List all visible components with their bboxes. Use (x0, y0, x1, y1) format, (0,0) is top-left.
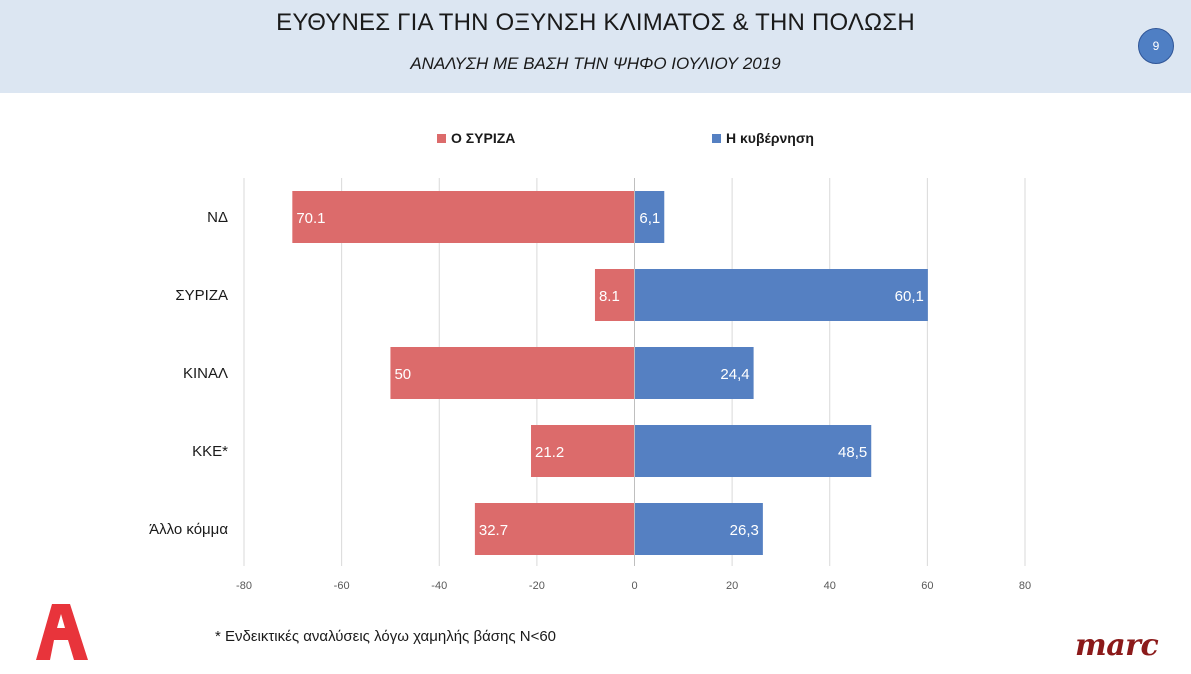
category-label: ΝΔ (207, 209, 228, 226)
x-tick-label: 60 (921, 580, 933, 592)
chart-legend: Ο ΣΥΡΙΖΑ Η κυβέρνηση (0, 130, 1191, 150)
legend-label-syriza: Ο ΣΥΡΙΖΑ (451, 130, 516, 146)
data-label: 60,1 (895, 288, 924, 305)
category-label: ΚΚΕ* (192, 443, 228, 460)
data-label: 26,3 (730, 522, 759, 539)
footnote: * Ενδεικτικές αναλύσεις λόγω χαμηλής βάσ… (215, 628, 557, 645)
category-label: ΣΥΡΙΖΑ (175, 287, 228, 304)
x-tick-label: -40 (431, 580, 447, 592)
data-label: 6,1 (639, 210, 660, 227)
legend-swatch-government (712, 133, 721, 143)
page-number-badge: 9 (1138, 28, 1174, 64)
x-tick-label: 0 (631, 580, 637, 592)
data-label: 8.1 (599, 288, 620, 305)
alpha-logo-icon (36, 604, 88, 660)
legend-item-government: Η κυβέρνηση (712, 130, 814, 146)
category-label: Άλλο κόμμα (149, 521, 228, 538)
x-tick-label: -60 (334, 580, 350, 592)
legend-swatch-syriza (437, 133, 446, 143)
data-label: 24,4 (720, 366, 749, 383)
x-tick-label: -20 (529, 580, 545, 592)
x-tick-label: -80 (236, 580, 252, 592)
data-label: 32.7 (479, 522, 508, 539)
legend-label-government: Η κυβέρνηση (726, 130, 814, 146)
bar-government (634, 269, 928, 321)
x-tick-label: 40 (824, 580, 836, 592)
marc-logo: marc (1075, 628, 1159, 663)
bar-syriza (474, 503, 635, 555)
bar-government (634, 503, 763, 555)
page-subtitle: ΑΝΑΛΥΣΗ ΜΕ ΒΑΣΗ ΤΗΝ ΨΗΦΟ ΙΟΥΛΙΟΥ 2019 (410, 54, 781, 73)
bar-syriza (292, 191, 635, 243)
bar-syriza (390, 347, 635, 399)
data-label: 21.2 (535, 444, 564, 461)
bar-government (634, 191, 665, 243)
data-label: 70.1 (296, 210, 325, 227)
bar-government (634, 425, 872, 477)
bar-syriza (594, 269, 635, 321)
category-label: ΚΙΝΑΛ (183, 365, 228, 382)
legend-item-syriza: Ο ΣΥΡΙΖΑ (437, 130, 515, 146)
data-label: 50 (394, 366, 411, 383)
x-tick-label: 80 (1019, 580, 1031, 592)
bar-government (634, 347, 754, 399)
data-label: 48,5 (838, 444, 867, 461)
x-tick-label: 20 (726, 580, 738, 592)
page-title: ΕΥΘΥΝΕΣ ΓΙΑ ΤΗΝ ΟΞΥΝΣΗ ΚΛΙΜΑΤΟΣ & ΤΗΝ ΠΟ… (276, 9, 915, 36)
header-band: ΕΥΘΥΝΕΣ ΓΙΑ ΤΗΝ ΟΞΥΝΣΗ ΚΛΙΜΑΤΟΣ & ΤΗΝ ΠΟ… (0, 0, 1191, 93)
bar-syriza (531, 425, 635, 477)
